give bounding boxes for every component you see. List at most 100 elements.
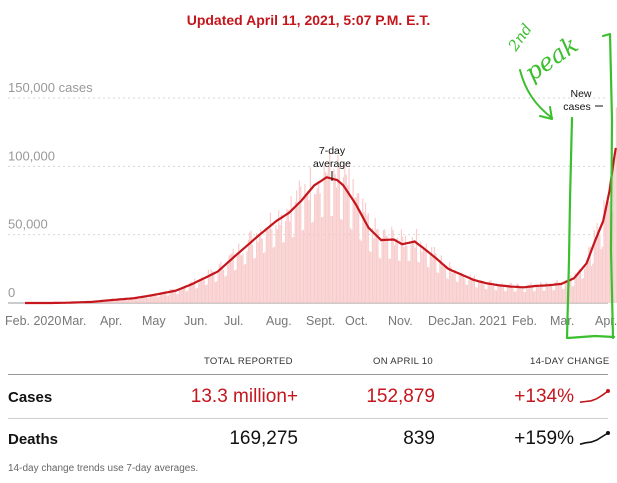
daily-bar bbox=[573, 285, 575, 303]
daily-bar bbox=[462, 275, 464, 303]
daily-bar bbox=[355, 197, 357, 303]
daily-bar bbox=[362, 198, 364, 303]
row-deaths-change: +159% bbox=[514, 428, 574, 449]
daily-bar bbox=[578, 268, 580, 303]
daily-bar bbox=[107, 300, 109, 303]
daily-bar bbox=[588, 247, 590, 303]
daily-bar bbox=[344, 162, 346, 303]
daily-bar bbox=[471, 277, 473, 303]
daily-bar bbox=[326, 173, 328, 303]
daily-bar bbox=[169, 289, 171, 303]
daily-bar bbox=[342, 177, 345, 303]
daily-bar bbox=[309, 167, 312, 303]
daily-bar bbox=[491, 285, 493, 303]
daily-bar bbox=[156, 296, 159, 303]
daily-bar bbox=[333, 169, 335, 303]
daily-bar bbox=[331, 216, 334, 303]
daily-bar bbox=[428, 267, 430, 303]
daily-bar bbox=[279, 224, 281, 303]
daily-bar bbox=[235, 269, 237, 303]
daily-bar bbox=[224, 276, 226, 303]
daily-bar bbox=[406, 245, 408, 303]
daily-bar bbox=[520, 288, 522, 303]
daily-bar bbox=[450, 266, 452, 303]
daily-bar bbox=[284, 220, 287, 303]
daily-bar bbox=[579, 269, 582, 303]
x-tick-label-7: Sept. bbox=[306, 314, 335, 328]
daily-bar bbox=[546, 282, 549, 303]
daily-bar bbox=[162, 293, 164, 303]
daily-bar bbox=[526, 287, 528, 303]
daily-bar bbox=[482, 281, 484, 303]
x-tick-label-1: Mar. bbox=[62, 314, 86, 328]
annotation-average-line1: 7-day bbox=[319, 145, 346, 157]
daily-bar bbox=[183, 287, 185, 303]
handwritten-annotation bbox=[519, 32, 616, 340]
daily-bar bbox=[486, 289, 488, 303]
daily-bar bbox=[345, 174, 347, 303]
daily-bar bbox=[399, 260, 401, 303]
daily-bar bbox=[461, 272, 463, 303]
daily-bar bbox=[582, 277, 584, 303]
daily-bar bbox=[216, 281, 218, 303]
daily-bar bbox=[148, 297, 150, 303]
daily-bar bbox=[178, 288, 181, 303]
daily-bar bbox=[137, 299, 139, 303]
daily-bar bbox=[472, 277, 474, 303]
daily-bar bbox=[154, 294, 156, 303]
daily-bar bbox=[360, 240, 363, 303]
daily-bar bbox=[192, 283, 194, 303]
daily-bar bbox=[118, 300, 120, 303]
daily-bar bbox=[607, 200, 609, 303]
daily-bar bbox=[112, 299, 114, 303]
daily-case-bars bbox=[50, 107, 617, 303]
daily-bar bbox=[100, 301, 102, 303]
daily-bar bbox=[347, 185, 349, 303]
daily-bar bbox=[264, 252, 266, 303]
daily-bar bbox=[222, 269, 225, 303]
daily-bar bbox=[527, 284, 529, 303]
daily-bar bbox=[145, 295, 147, 303]
daily-bar bbox=[335, 187, 338, 303]
daily-bar bbox=[484, 289, 487, 303]
daily-bar bbox=[519, 286, 521, 303]
daily-bar bbox=[297, 202, 299, 303]
daily-bar bbox=[308, 200, 310, 303]
daily-bar bbox=[296, 190, 298, 303]
daily-bar bbox=[260, 229, 262, 303]
daily-bar bbox=[436, 272, 438, 303]
daily-bar bbox=[125, 299, 127, 303]
daily-bar bbox=[341, 219, 343, 303]
daily-bar bbox=[381, 238, 383, 303]
daily-bar bbox=[466, 284, 469, 303]
y-tick-label-2: 100,000 bbox=[8, 148, 55, 163]
daily-bar bbox=[590, 266, 593, 303]
daily-bar bbox=[575, 273, 578, 303]
daily-bar bbox=[403, 246, 405, 303]
daily-bar bbox=[517, 284, 520, 303]
x-tick-label-13: Mar. bbox=[550, 314, 574, 328]
daily-bar bbox=[269, 212, 272, 303]
daily-bar bbox=[389, 258, 391, 303]
daily-bar bbox=[198, 283, 200, 303]
daily-bar bbox=[531, 286, 533, 303]
daily-bar bbox=[516, 283, 518, 303]
daily-bar bbox=[271, 229, 273, 303]
daily-bar bbox=[337, 154, 339, 303]
daily-bar bbox=[184, 287, 186, 303]
daily-bar bbox=[458, 274, 460, 303]
footnote: 14-day change trends use 7-day averages. bbox=[8, 463, 199, 474]
daily-bar bbox=[431, 247, 433, 303]
daily-bar bbox=[564, 280, 566, 303]
daily-bar bbox=[539, 281, 542, 303]
row-cases-change: +134% bbox=[514, 386, 574, 407]
daily-bar bbox=[140, 295, 142, 303]
daily-bar bbox=[375, 229, 378, 303]
daily-bar bbox=[541, 283, 543, 303]
daily-bar bbox=[551, 285, 553, 303]
daily-bar bbox=[586, 259, 589, 303]
daily-bar bbox=[570, 275, 572, 303]
daily-bar bbox=[278, 210, 280, 303]
daily-bar bbox=[378, 257, 380, 303]
daily-bar bbox=[236, 255, 238, 303]
